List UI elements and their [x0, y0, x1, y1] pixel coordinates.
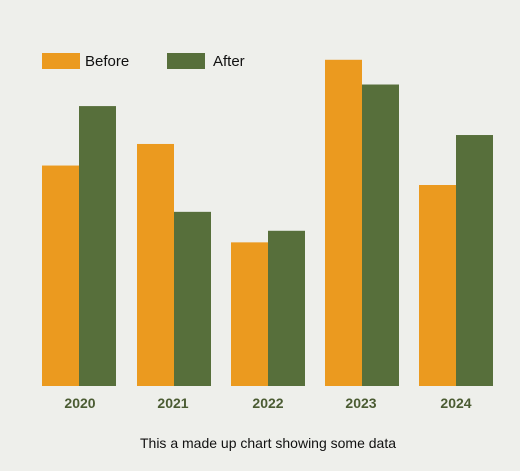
bar-before-2022	[231, 242, 268, 386]
bar-before-2020	[42, 165, 79, 386]
chart-caption: This a made up chart showing some data	[140, 435, 396, 451]
bar-after-2024	[456, 135, 493, 386]
bar-after-2021	[174, 211, 211, 386]
legend-label-after: After	[213, 53, 245, 70]
x-tick-label: 2022	[252, 395, 283, 411]
bar-after-2022	[268, 230, 305, 386]
bar-after-2023	[362, 84, 399, 386]
x-axis: 2020 2021 2022 2023 2024	[64, 395, 471, 411]
x-tick-label: 2024	[440, 395, 471, 411]
legend-swatch-before	[42, 53, 80, 69]
bar-before-2024	[419, 185, 456, 386]
bars	[42, 59, 493, 387]
bar-before-2023	[325, 59, 362, 387]
legend-label-before: Before	[85, 53, 129, 70]
bar-after-2020	[79, 106, 116, 386]
x-tick-label: 2023	[345, 395, 376, 411]
x-tick-label: 2021	[157, 395, 188, 411]
legend: Before After	[42, 53, 245, 70]
legend-swatch-after	[167, 53, 205, 69]
bar-before-2021	[137, 143, 174, 386]
x-tick-label: 2020	[64, 395, 95, 411]
